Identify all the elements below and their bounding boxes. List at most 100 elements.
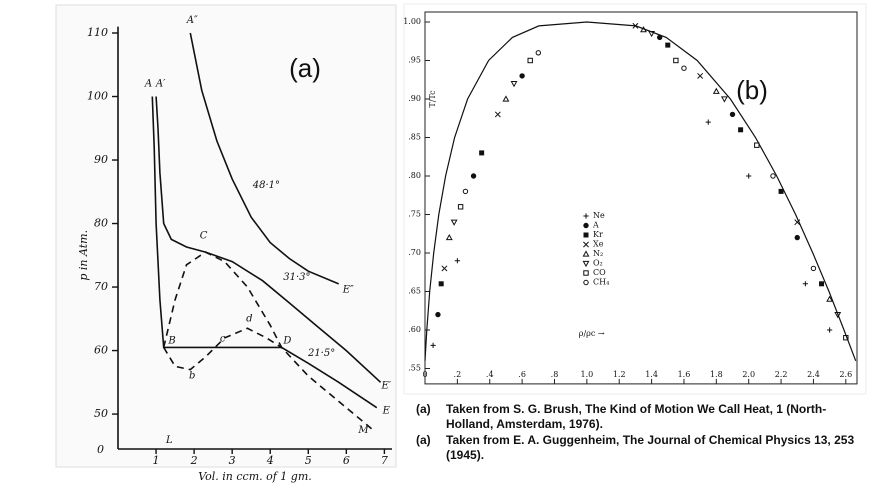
data-point <box>794 234 800 241</box>
captions: (a) Taken from S. G. Brush, The Kind of M… <box>416 402 866 464</box>
legend-symbol <box>583 222 589 229</box>
point-label: M <box>357 425 369 436</box>
data-point <box>754 142 760 148</box>
x-tick-label: 2.0 <box>742 370 755 379</box>
x-tick-label: 1.8 <box>710 370 723 379</box>
isotherm-label: 48·1° <box>252 180 280 191</box>
curve <box>424 21 857 362</box>
data-point <box>519 73 525 79</box>
x-tick-label: .4 <box>486 370 494 379</box>
data-point <box>648 30 656 38</box>
data-point <box>494 111 501 118</box>
point-label: D <box>282 336 291 347</box>
caption: (a) Taken from E. A. Guggenheim, The Jour… <box>416 433 866 463</box>
data-point <box>665 42 671 48</box>
point-label: E <box>382 405 391 416</box>
data-point <box>794 219 801 226</box>
data-point <box>802 281 808 287</box>
data-point <box>681 65 687 71</box>
x-tick-label: 0 <box>422 370 427 379</box>
legend-symbol <box>583 279 589 286</box>
caption-text: Taken from E. A. Guggenheim, The Journal… <box>446 433 855 462</box>
legend-symbol <box>582 260 590 268</box>
data-point <box>470 173 477 179</box>
point-label: A″ <box>186 15 198 26</box>
isotherm <box>162 251 374 431</box>
x-tick-label: .6 <box>518 370 526 379</box>
data-point <box>843 335 849 341</box>
legend-label: Ne <box>593 211 605 220</box>
data-point <box>527 57 533 64</box>
x-tick-label: 2.6 <box>839 370 852 379</box>
figure-b-frame <box>403 3 867 395</box>
origin-label: 0 <box>97 443 104 456</box>
point-label: A <box>144 78 152 89</box>
data-point <box>479 150 485 156</box>
y-tick-label: .55 <box>408 364 421 373</box>
x-tick-label: 5 <box>305 454 312 467</box>
panel-label: (b) <box>736 75 768 105</box>
x-tick-label: 1 <box>153 454 160 467</box>
data-point <box>502 95 510 102</box>
legend-symbol <box>583 241 589 248</box>
legend-label: A <box>592 221 599 230</box>
isotherm <box>163 327 283 371</box>
data-point <box>819 281 825 287</box>
data-point <box>738 127 744 133</box>
data-point <box>826 295 834 302</box>
x-tick-label: 2.4 <box>807 370 820 379</box>
data-point <box>438 281 444 287</box>
x-tick-label: .2 <box>454 370 462 379</box>
x-axis-label: Vol. in ccm. of 1 gm. <box>198 470 312 483</box>
y-tick-label: 60 <box>94 344 108 357</box>
data-point <box>712 87 720 94</box>
legend-label: N₂ <box>593 249 603 258</box>
y-tick-label: .60 <box>408 325 421 334</box>
x-tick-label: 1.4 <box>645 370 658 379</box>
point-label: d <box>246 313 252 324</box>
y-tick-label: .70 <box>408 248 421 257</box>
legend-label: Kr <box>593 230 603 239</box>
legend-symbol <box>582 250 590 257</box>
point-label: b <box>189 370 195 381</box>
legend-symbol <box>583 232 589 238</box>
data-point <box>778 188 784 194</box>
data-point <box>729 111 736 118</box>
data-point <box>535 50 541 56</box>
point-label: E′ <box>381 381 392 392</box>
data-point <box>450 219 458 226</box>
data-point <box>430 342 436 348</box>
data-point <box>827 327 833 333</box>
x-tick-label: 2.2 <box>775 370 788 379</box>
y-tick-label: 90 <box>94 153 108 166</box>
legend-symbol <box>583 213 589 219</box>
y-tick-label: 50 <box>94 407 108 420</box>
data-point <box>435 311 441 318</box>
data-point <box>457 204 464 210</box>
data-point <box>720 96 728 103</box>
y-tick-label: .80 <box>408 171 421 180</box>
data-point <box>705 119 711 125</box>
data-point <box>454 258 460 264</box>
y-tick-label: 110 <box>87 26 108 39</box>
x-tick-label: 1.2 <box>613 370 626 379</box>
data-point <box>656 34 663 41</box>
x-axis-label: ρ/ρc → <box>579 329 605 338</box>
legend-label: CO <box>593 268 606 277</box>
x-tick-label: 6 <box>343 454 350 467</box>
point-label: B <box>167 336 175 347</box>
x-tick-label: 1.0 <box>580 370 593 379</box>
data-point <box>810 265 817 272</box>
x-tick-label: 1.6 <box>678 370 691 379</box>
x-tick-label: 2 <box>190 454 198 467</box>
data-point <box>445 233 453 241</box>
isotherm-label: 31·3° <box>283 272 310 283</box>
caption: (a) Taken from S. G. Brush, The Kind of M… <box>416 402 866 432</box>
point-label: C <box>200 231 208 242</box>
data-point <box>834 312 842 319</box>
data-point <box>632 22 639 29</box>
data-point <box>441 265 448 272</box>
y-tick-label: 80 <box>94 217 108 230</box>
